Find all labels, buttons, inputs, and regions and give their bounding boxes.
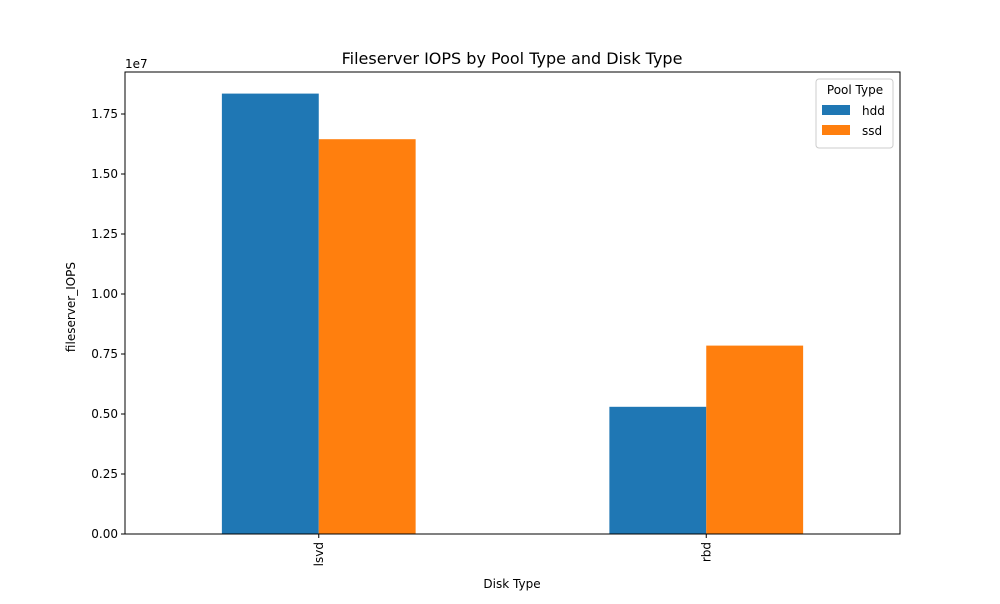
x-tick-label: rbd [699,542,713,562]
bar-ssd-lsvd [318,139,416,534]
legend-title: Pool Type [827,83,883,97]
legend: Pool Type hdd ssd [815,78,894,149]
x-tick-label: lsvd [312,542,326,566]
y-tick-label: 1.25 [91,227,118,241]
x-ticks-layer: lsvd rbd [312,534,713,566]
bar-ssd-rbd [706,345,804,534]
chart-title: Fileserver IOPS by Pool Type and Disk Ty… [342,49,683,68]
y-ticks-layer: 0.00 0.25 0.50 0.75 1.00 1.25 1.50 1.75 [91,107,125,541]
x-axis-label: Disk Type [483,577,540,591]
bar-hdd-lsvd [221,93,319,534]
bar-hdd-rbd [609,406,707,534]
legend-items: hdd ssd [822,104,885,138]
y-tick-label: 1.00 [91,287,118,301]
y-axis-label: fileserver_IOPS [64,262,78,352]
y-tick-label: 0.00 [91,527,118,541]
legend-swatch-ssd [822,125,850,135]
y-tick-label: 1.50 [91,167,118,181]
y-tick-label: 0.50 [91,407,118,421]
y-tick-label: 1.75 [91,107,118,121]
bars-layer [221,93,804,534]
plot-frame [124,71,901,535]
y-tick-label: 0.25 [91,467,118,481]
y-tick-label: 0.75 [91,347,118,361]
legend-label-ssd: ssd [862,124,882,138]
y-offset-label: 1e7 [125,57,148,71]
legend-label-hdd: hdd [862,104,885,118]
legend-swatch-hdd [822,105,850,115]
